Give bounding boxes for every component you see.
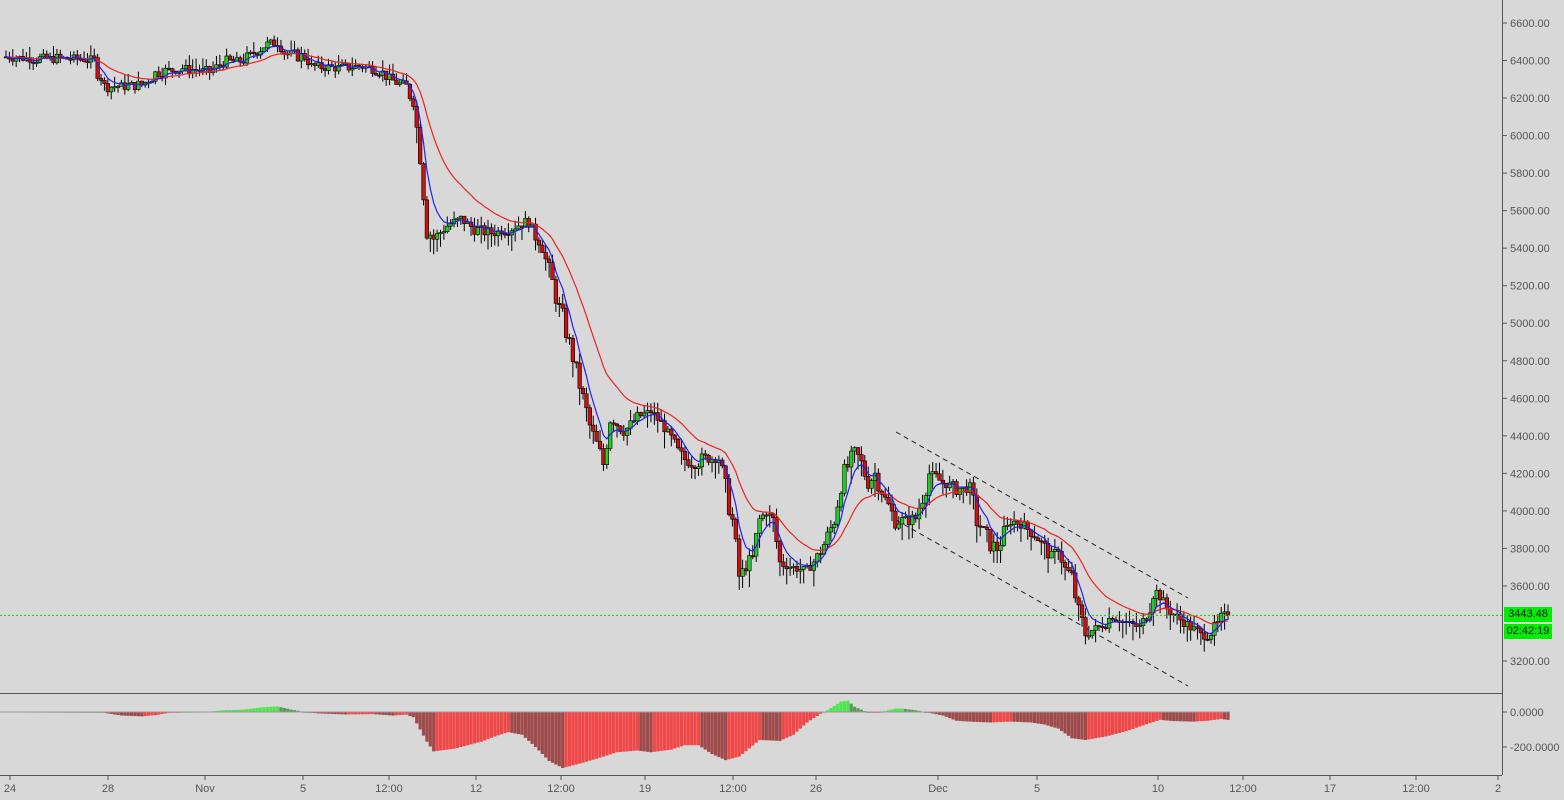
time-tick-label: 28: [102, 783, 114, 795]
candlestick-series: [3, 35, 1231, 652]
time-tick-label: 5: [300, 783, 306, 795]
time-tick-label: 24: [4, 783, 16, 795]
price-tick-label: 5600.00: [1510, 206, 1550, 218]
time-tick-label: 19: [639, 783, 651, 795]
bar-countdown-tag: 02:42:19: [1504, 624, 1552, 639]
price-tick-label: 6400.00: [1510, 56, 1550, 68]
time-tick-label: 2: [1495, 783, 1501, 795]
time-axis[interactable]: 24 28 Nov 5 12:00 12 12:00 19 12:00 26 Dec 5 10 12:00…: [4, 776, 1501, 795]
dashed-channel-upper[interactable]: [895, 431, 1189, 599]
price-tick-label: 5800.00: [1510, 168, 1550, 180]
time-tick-label: 10: [1152, 783, 1164, 795]
price-tick-label: 3800.00: [1510, 543, 1550, 555]
fast-moving-average-line: [5, 45, 1229, 635]
price-tick-label: 3200.00: [1510, 656, 1550, 668]
time-tick-label: 12:00: [1229, 783, 1257, 795]
time-tick-label: 12:00: [375, 783, 403, 795]
time-tick-label: 12:00: [719, 783, 747, 795]
price-tick-label: 5200.00: [1510, 281, 1550, 293]
price-tick-label: 6000.00: [1510, 131, 1550, 143]
price-tick-label: 4200.00: [1510, 468, 1550, 480]
slow-moving-average-line: [5, 52, 1229, 625]
price-tick-label: 5400.00: [1510, 243, 1550, 255]
price-tick-label: 5000.00: [1510, 318, 1550, 330]
time-tick-label: 12:00: [547, 783, 575, 795]
time-tick-label: 5: [1034, 783, 1040, 795]
price-tick-label: 3600.00: [1510, 581, 1550, 593]
oscillator-axis-ticks: 0.0000 -200.0000: [1502, 707, 1560, 754]
time-tick-label: Nov: [195, 783, 215, 795]
time-tick-label: 12: [470, 783, 482, 795]
time-tick-label: 17: [1324, 783, 1336, 795]
dashed-channel-lower[interactable]: [895, 519, 1189, 687]
time-tick-label: Dec: [928, 783, 948, 795]
oscillator-histogram: [4, 700, 1230, 768]
price-tick-label: 4000.00: [1510, 506, 1550, 518]
last-price-tag: 3443.48: [1504, 607, 1552, 622]
time-tick-label: 26: [810, 783, 822, 795]
price-tick-label: 4800.00: [1510, 356, 1550, 368]
price-axis-ticks: 6600.00 6400.00 6200.00 6000.00 5800.00 5600.…: [1502, 18, 1550, 668]
price-tick-label: 4600.00: [1510, 393, 1550, 405]
time-tick-label: 12:00: [1402, 783, 1430, 795]
price-tick-label: 6600.00: [1510, 18, 1550, 30]
oscillator-tick-label: -200.0000: [1510, 742, 1560, 754]
trend-channel-lines[interactable]: [895, 431, 1189, 687]
price-tick-label: 6200.00: [1510, 93, 1550, 105]
price-tick-label: 4400.00: [1510, 431, 1550, 443]
oscillator-tick-label: 0.0000: [1510, 707, 1544, 719]
